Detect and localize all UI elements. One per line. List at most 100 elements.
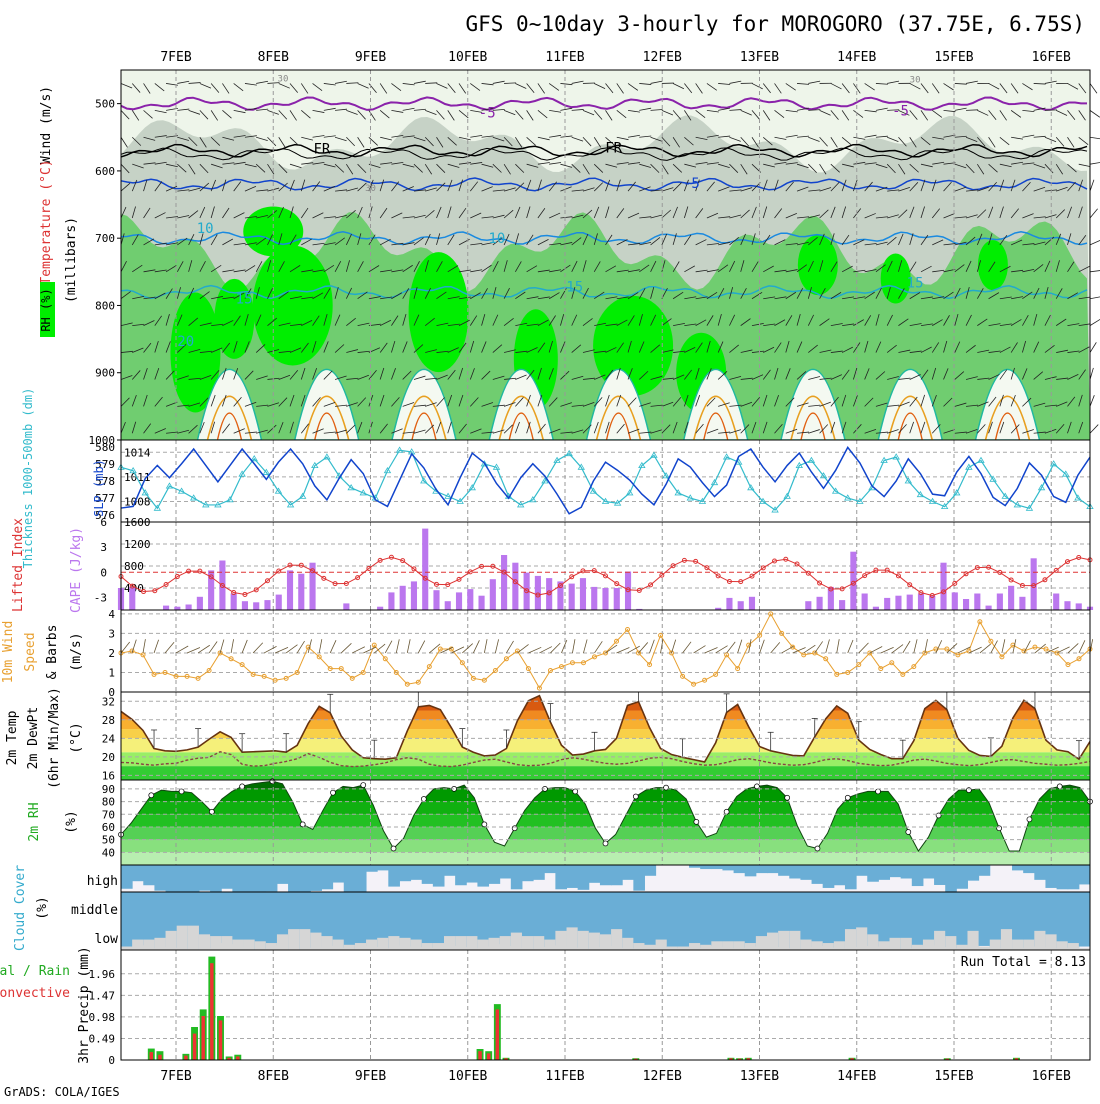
axis-label-cloud-unit: (%) — [35, 896, 50, 919]
rh-contour-label: 30 — [278, 74, 289, 84]
cloud-high-bar — [310, 865, 322, 891]
precip-convective-bar — [158, 1055, 161, 1060]
tick-label: 0.98 — [89, 1011, 116, 1024]
cape-bar — [1019, 597, 1025, 610]
wind-barb — [1090, 83, 1097, 93]
chart-title: GFS 0~10day 3-hourly for MOROGORO (37.75… — [465, 12, 1085, 36]
cloud-high-bar — [299, 865, 311, 892]
precip-convective-bar — [487, 1053, 490, 1060]
cloud-low-bar — [722, 941, 734, 950]
wind-barb — [1090, 319, 1100, 325]
cape-bar — [343, 603, 349, 610]
tick-label: 0 — [108, 1054, 115, 1067]
cape-bar — [839, 600, 845, 610]
date-label-top: 11FEB — [545, 50, 584, 65]
date-label-top: 7FEB — [160, 50, 191, 65]
axis-label-li: Lifted Index — [11, 518, 26, 612]
cloud-high-bar — [377, 865, 389, 870]
cape-bar — [940, 563, 946, 610]
cloud-low-bar — [266, 943, 278, 950]
cloud-low-bar — [979, 947, 991, 950]
cloud-low-bar — [934, 931, 946, 950]
axis-label-dewpt: 2m DewPt — [26, 707, 41, 770]
tick-label: 800 — [124, 560, 144, 573]
cloud-middle-bar — [266, 892, 278, 949]
date-label-bottom: 12FEB — [643, 1069, 682, 1084]
cloud-high-bar — [277, 865, 289, 884]
precip-legend-convective: Convective — [0, 986, 70, 1001]
rh-marker — [361, 783, 366, 788]
cloud-high-bar — [867, 865, 879, 882]
cloud-high-bar — [912, 865, 924, 886]
wind-barb — [504, 83, 516, 84]
cloud-low-bar — [132, 940, 144, 950]
cloud-high-bar — [756, 865, 768, 873]
cloud-middle-bar — [979, 892, 991, 946]
cape-bar — [749, 597, 755, 610]
cape-bar — [1064, 601, 1070, 610]
cloud-high-bar — [188, 865, 200, 892]
rh-marker — [754, 784, 759, 789]
cloud-high-bar — [789, 865, 801, 879]
cloud-low-label: low — [95, 932, 119, 947]
cloud-high-bar — [845, 865, 857, 889]
cloud-low-bar — [901, 938, 913, 950]
cloud-high-bar — [433, 865, 445, 887]
cape-bar — [862, 594, 868, 611]
precip-convective-bar — [184, 1056, 187, 1060]
cloud-low-bar — [878, 941, 890, 950]
date-label-bottom: 10FEB — [448, 1069, 487, 1084]
rh-marker — [633, 794, 638, 799]
cloud-low-bar — [678, 947, 690, 950]
cape-bar — [264, 600, 270, 610]
cloud-low-bar — [945, 936, 957, 950]
cloud-high-bar — [767, 865, 779, 873]
rh-marker — [300, 822, 305, 827]
date-label-top: 16FEB — [1032, 50, 1071, 65]
cloud-high-bar — [1012, 865, 1024, 870]
isotherm-label: 15 — [566, 280, 583, 296]
precip-convective-bar — [236, 1056, 239, 1060]
date-label-top: 8FEB — [258, 50, 289, 65]
cloud-low-bar — [444, 936, 456, 950]
cloud-low-bar — [1045, 934, 1057, 950]
cloud-middle-bar — [143, 892, 155, 945]
cloud-high-bar — [923, 865, 935, 879]
cloud-high-bar — [778, 865, 790, 876]
cloud-high-bar — [221, 865, 233, 889]
cloud-high-bar — [711, 865, 723, 869]
cloud-middle-bar — [644, 892, 656, 947]
cape-bar — [580, 578, 586, 610]
cloud-high-bar — [589, 865, 601, 883]
cloud-low-bar — [812, 941, 824, 950]
cloud-middle-bar — [366, 892, 378, 946]
cloud-high-bar — [210, 865, 222, 892]
precip-convective-bar — [478, 1051, 481, 1060]
cloud-low-bar — [399, 938, 411, 950]
rh-marker — [1057, 784, 1062, 789]
cloud-middle-bar — [923, 892, 935, 947]
cloud-low-bar — [1057, 941, 1069, 950]
rh-marker — [330, 790, 335, 795]
cloud-high-bar — [1034, 865, 1046, 880]
date-label-top: 13FEB — [740, 50, 779, 65]
date-label-top: 15FEB — [934, 50, 973, 65]
cape-bar — [805, 601, 811, 610]
cloud-low-bar — [121, 947, 133, 950]
precip-legend-total: Total / Rain — [0, 964, 70, 979]
cloud-high-bar — [834, 865, 846, 885]
wind-barb — [1090, 180, 1094, 191]
cloud-low-bar — [277, 934, 289, 950]
tick-label: 0.49 — [89, 1032, 116, 1045]
rh-band-90 — [798, 235, 838, 295]
cloud-low-bar — [1068, 943, 1080, 950]
cloud-low-bar — [188, 926, 200, 950]
cloud-middle-bar — [834, 892, 846, 948]
cloud-low-bar — [967, 931, 979, 950]
cloud-low-bar — [745, 943, 757, 950]
cloud-high-bar — [266, 865, 278, 891]
cloud-low-bar — [644, 945, 656, 950]
cape-bar — [997, 594, 1003, 611]
cloud-middle-bar — [433, 892, 445, 948]
cloud-high-label: high — [87, 874, 118, 889]
